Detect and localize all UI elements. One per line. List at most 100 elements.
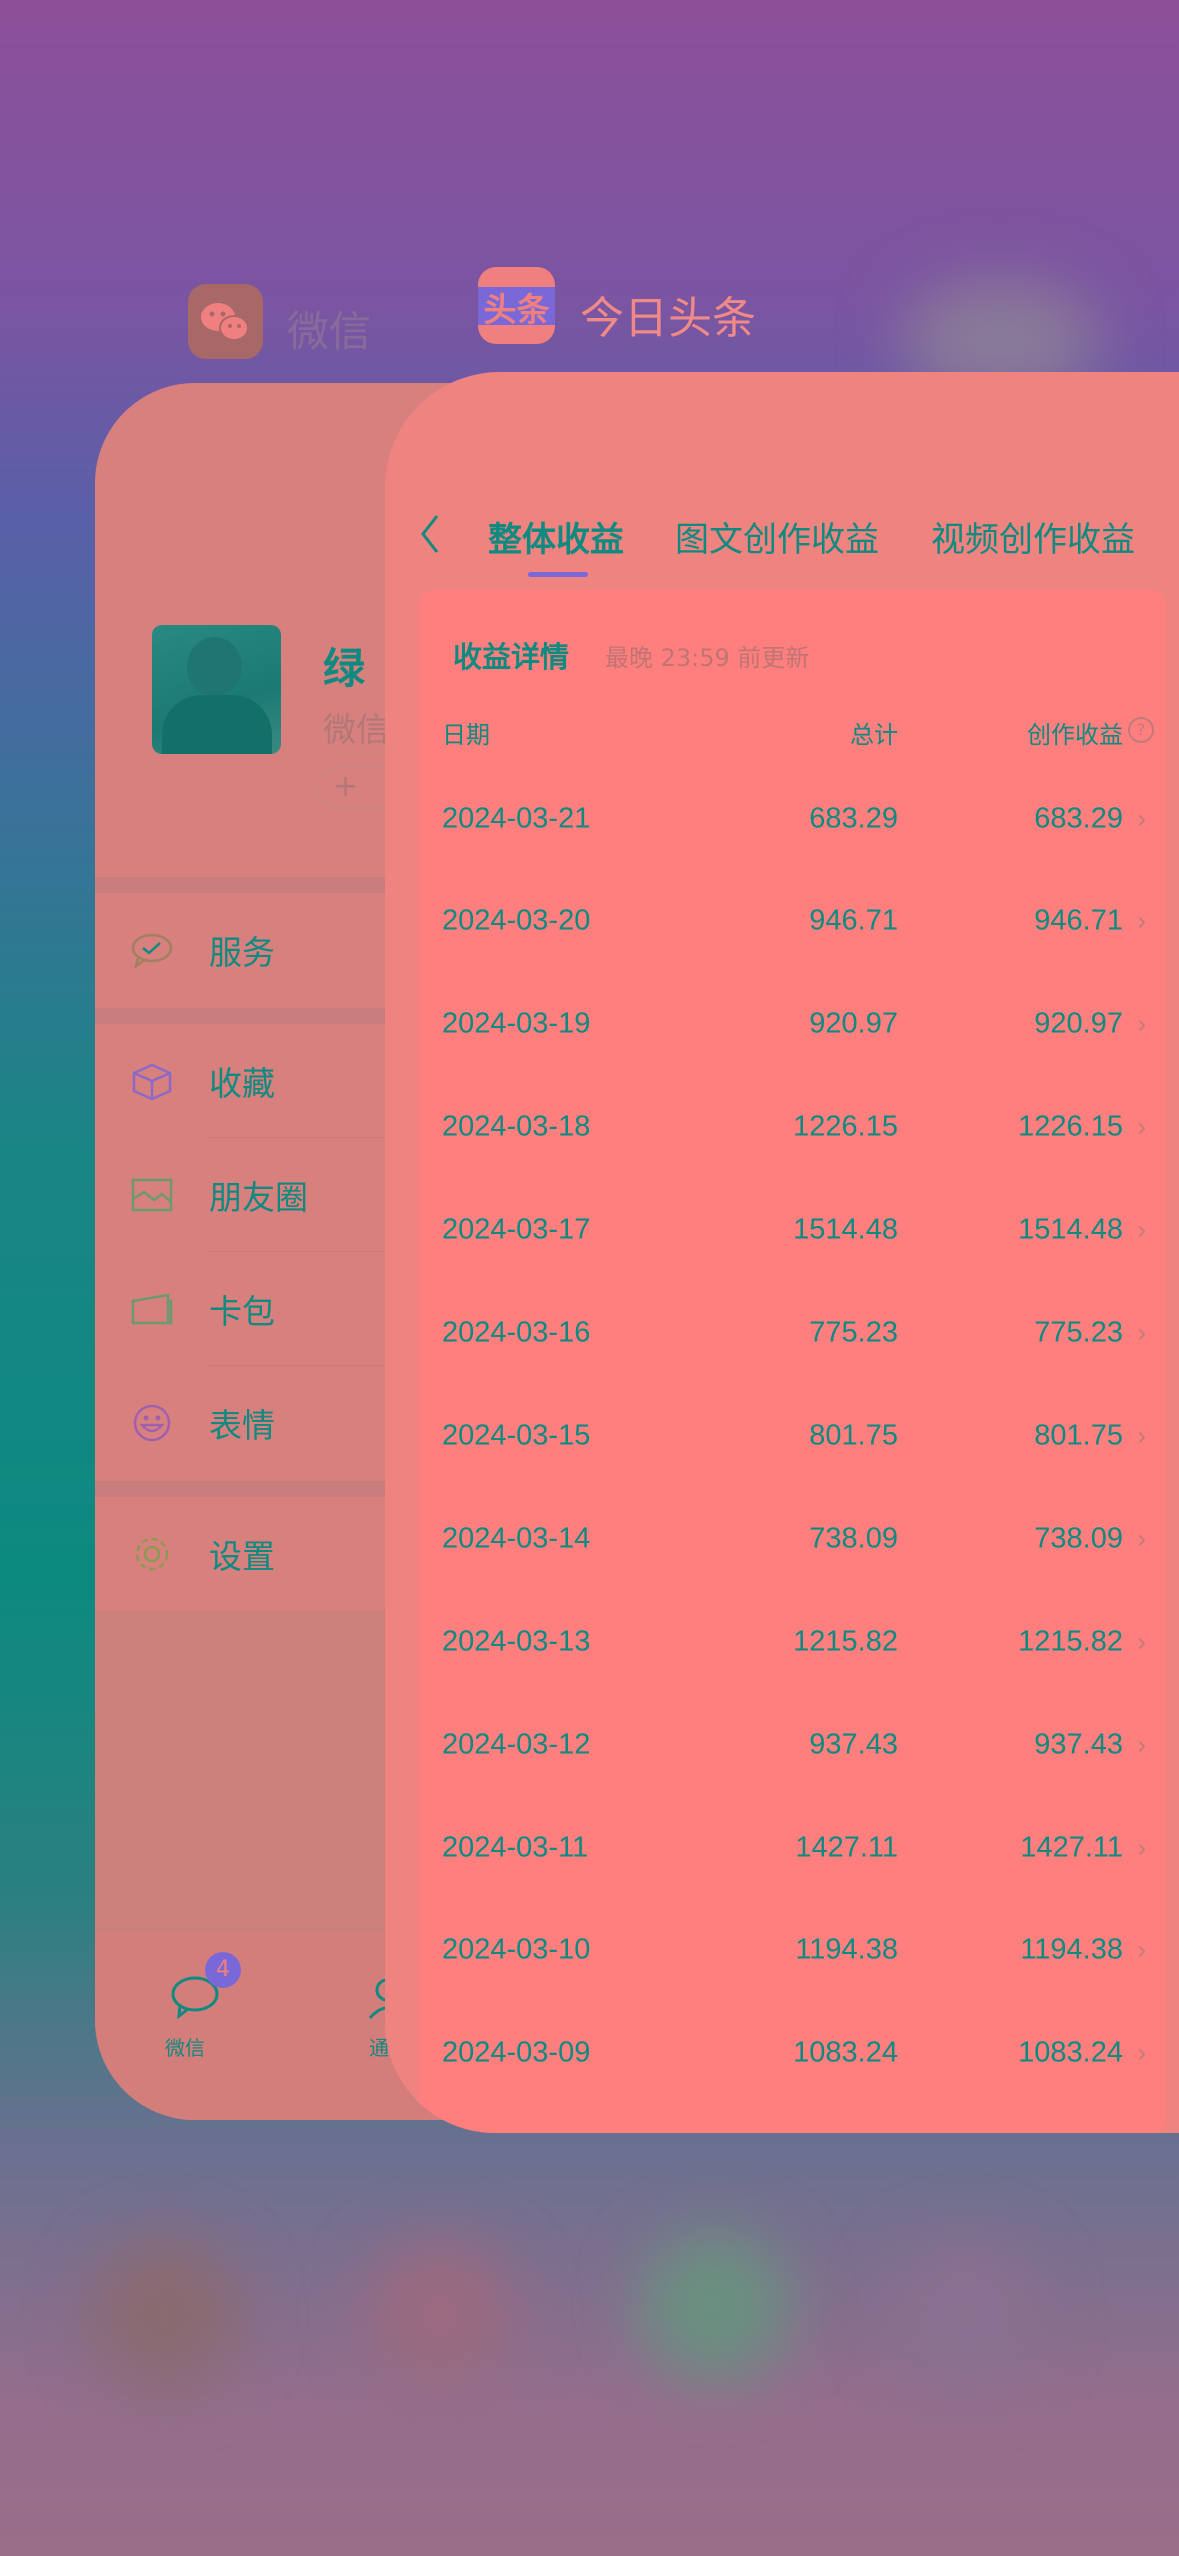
header-total: 总计 [850, 721, 898, 749]
row-total: 775.23 [809, 1316, 898, 1349]
table-row[interactable]: 2024-03-14 738.09 738.09 › [419, 1487, 1166, 1590]
table-row[interactable]: 2024-03-13 1215.82 1215.82 › [419, 1590, 1166, 1693]
settings-icon [135, 1537, 169, 1571]
row-total: 937.43 [809, 1728, 898, 1761]
row-total: 683.29 [809, 802, 898, 834]
update-note: 最晚 23:59 前更新 [605, 644, 810, 672]
chevron-right-icon: › [1137, 905, 1146, 936]
wechat-app-icon[interactable] [188, 284, 263, 359]
menu-item-service[interactable]: 服务 [95, 893, 735, 1007]
status-button-label: + [333, 769, 359, 804]
dock-app-blur [890, 2240, 1040, 2390]
row-date: 2024-03-14 [442, 1522, 591, 1555]
table-row[interactable]: 2024-03-10 1194.38 1194.38 › [419, 1899, 1166, 2002]
panel-title: 收益详情 [453, 640, 570, 674]
row-date: 2024-03-12 [442, 1728, 591, 1761]
row-total: 946.71 [809, 904, 898, 937]
toutiao-app-card[interactable]: 整体收益 图文创作收益 视频创作收益 收益详情 最晚 23:59 前更新 日期 … [385, 372, 1179, 2133]
toutiao-logo-text: 头条 [483, 290, 550, 329]
row-creation-earnings: 937.43 [1034, 1728, 1123, 1761]
table-row[interactable]: 2024-03-15 801.75 801.75 › [419, 1384, 1166, 1487]
row-total: 801.75 [809, 1419, 898, 1452]
menu-item-label: 服务 [209, 933, 275, 972]
table-row[interactable]: 2024-03-21 683.29 683.29 › [419, 767, 1166, 870]
row-creation-earnings: 1083.24 [1018, 2036, 1123, 2069]
table-row[interactable]: 2024-03-12 937.43 937.43 › [419, 1693, 1166, 1796]
table-row[interactable]: 2024-03-17 1514.48 1514.48 › [419, 1179, 1166, 1282]
sticker-icon [133, 1404, 171, 1442]
chevron-right-icon: › [1137, 803, 1146, 833]
row-creation-earnings: 946.71 [1034, 904, 1123, 937]
table-row[interactable]: 2024-03-20 946.71 946.71 › [419, 870, 1166, 973]
row-creation-earnings: 1427.11 [1020, 1831, 1123, 1863]
row-date: 2024-03-18 [442, 1110, 591, 1143]
row-creation-earnings: 683.29 [1034, 802, 1123, 834]
tab-video-earnings[interactable]: 视频创作收益 [931, 520, 1135, 560]
active-tab-indicator [528, 572, 588, 577]
menu-item-label: 设置 [209, 1537, 275, 1576]
row-total: 920.97 [809, 1007, 898, 1040]
table-row[interactable]: 2024-03-11 1427.11 1427.11 › [419, 1796, 1166, 1899]
row-creation-earnings: 775.23 [1034, 1316, 1123, 1349]
avatar[interactable] [152, 625, 281, 754]
table-row[interactable]: 2024-03-16 775.23 775.23 › [419, 1282, 1166, 1385]
unread-badge: 4 [205, 1952, 241, 1988]
wechat-logo-icon [201, 303, 249, 341]
favorites-icon [132, 1063, 172, 1101]
menu-item-label: 卡包 [209, 1292, 275, 1331]
row-creation-earnings: 801.75 [1034, 1419, 1123, 1452]
chevron-right-icon: › [1137, 1317, 1146, 1348]
tab-overall-earnings[interactable]: 整体收益 [488, 520, 624, 560]
chat-bubble-icon [171, 1976, 219, 2020]
moments-icon [131, 1178, 173, 1212]
menu-item-label: 朋友圈 [209, 1178, 308, 1217]
menu-item-label: 收藏 [209, 1064, 275, 1103]
dock-app-blur [640, 2230, 790, 2380]
tab-label: 微信 [165, 2036, 205, 2060]
card-wallet-icon [131, 1293, 173, 1325]
row-total: 1215.82 [793, 1625, 898, 1658]
earnings-detail-panel: 收益详情 最晚 23:59 前更新 日期 总计 创作收益 ? 2024-03-2… [419, 590, 1166, 2133]
chevron-right-icon: › [1137, 1214, 1146, 1245]
row-date: 2024-03-10 [442, 1933, 591, 1966]
wechat-app-name: 微信 [287, 307, 372, 356]
row-date: 2024-03-09 [442, 2036, 591, 2069]
menu-item-label: 表情 [209, 1406, 275, 1445]
menu-item-settings[interactable]: 设置 [95, 1497, 735, 1611]
menu-item-moments[interactable]: 朋友圈 [95, 1138, 735, 1252]
row-date: 2024-03-13 [442, 1625, 591, 1658]
row-total: 1194.38 [795, 1933, 898, 1966]
table-header: 日期 总计 创作收益 ? [419, 715, 1166, 755]
tab-chats[interactable]: 4 微信 [155, 1952, 275, 2060]
row-creation-earnings: 1194.38 [1020, 1933, 1123, 1966]
chevron-right-icon: › [1137, 2037, 1146, 2068]
profile-subtitle: 微信 [323, 710, 389, 749]
table-row[interactable]: 2024-03-09 1083.24 1083.24 › [419, 2002, 1166, 2105]
chevron-right-icon: › [1137, 1523, 1146, 1554]
row-date: 2024-03-19 [442, 1007, 591, 1040]
tab-label: 通 [369, 2036, 389, 2060]
tab-article-earnings[interactable]: 图文创作收益 [675, 520, 879, 560]
header-date: 日期 [442, 721, 490, 749]
dock-app-blur [365, 2240, 515, 2390]
chevron-right-icon: › [1137, 1111, 1146, 1142]
menu-item-stickers[interactable]: 表情 [95, 1366, 735, 1480]
toutiao-app-icon[interactable]: 头条 [478, 267, 555, 344]
row-date: 2024-03-17 [442, 1213, 591, 1246]
table-row[interactable]: 2024-03-18 1226.15 1226.15 › [419, 1076, 1166, 1179]
row-creation-earnings: 1514.48 [1018, 1213, 1123, 1246]
row-total: 738.09 [809, 1522, 898, 1555]
service-icon [131, 933, 173, 970]
row-total: 1514.48 [793, 1213, 898, 1246]
chevron-right-icon: › [1137, 1626, 1146, 1657]
chevron-right-icon: › [1137, 1008, 1146, 1039]
row-total: 1226.15 [793, 1110, 898, 1143]
table-row[interactable]: 2024-03-19 920.97 920.97 › [419, 973, 1166, 1076]
row-date: 2024-03-15 [442, 1419, 591, 1452]
toutiao-app-name: 今日头条 [580, 293, 756, 344]
chevron-right-icon: › [1137, 1729, 1146, 1760]
help-icon[interactable]: ? [1128, 717, 1154, 743]
back-chevron-icon[interactable] [415, 512, 445, 556]
chevron-right-icon: › [1137, 1420, 1146, 1451]
header-creation-earnings: 创作收益 [1027, 721, 1123, 749]
